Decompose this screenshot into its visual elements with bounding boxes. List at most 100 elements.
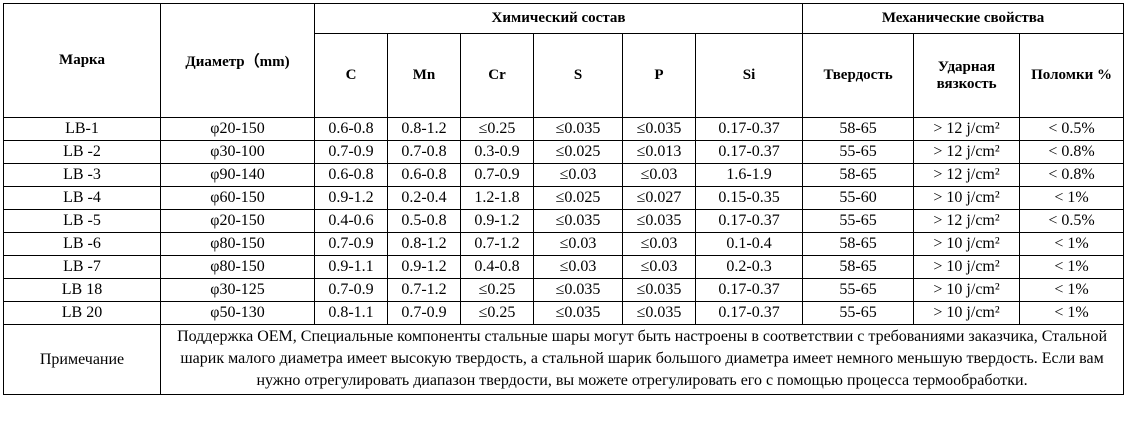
cell-hardness: 58-65 bbox=[802, 232, 915, 256]
cell-grade: LB -7 bbox=[3, 255, 161, 279]
table-row: LB -5 φ20-150 0.4-0.6 0.5-0.8 0.9-1.2 ≤0.035 ≤… bbox=[3, 209, 1125, 233]
cell-diameter: φ90-140 bbox=[160, 163, 315, 187]
note-text: Поддержка OEM, Специальные компоненты ст… bbox=[159, 324, 1125, 395]
header-chemical-composition: Химический состав bbox=[313, 3, 804, 34]
cell-hardness: 55-65 bbox=[802, 140, 915, 164]
cell-s: ≤0.025 bbox=[533, 140, 623, 164]
cell-mn: 0.9-1.2 bbox=[387, 255, 461, 279]
cell-diameter: φ80-150 bbox=[160, 232, 315, 256]
header-p: P bbox=[622, 33, 696, 118]
cell-impact: > 12 j/cm² bbox=[913, 117, 1021, 141]
cell-p: ≤0.027 bbox=[622, 186, 696, 210]
cell-s: ≤0.035 bbox=[533, 209, 623, 233]
note-label: Примечание bbox=[3, 324, 161, 395]
cell-hardness: 55-65 bbox=[802, 209, 915, 233]
table-row: LB -3 φ90-140 0.6-0.8 0.6-0.8 0.7-0.9 ≤0.03 ≤0… bbox=[3, 163, 1125, 187]
cell-breakage: < 1% bbox=[1019, 186, 1125, 210]
cell-c: 0.7-0.9 bbox=[314, 140, 388, 164]
cell-s: ≤0.035 bbox=[533, 301, 623, 325]
cell-si: 1.6-1.9 bbox=[694, 163, 804, 187]
table-footer: Примечание Поддержка OEM, Специальные ко… bbox=[3, 324, 1125, 395]
header-impact-line2: вязкость bbox=[936, 75, 997, 92]
header-impact-toughness: Ударная вязкость bbox=[913, 33, 1021, 118]
cell-si: 0.17-0.37 bbox=[694, 301, 804, 325]
cell-s: ≤0.025 bbox=[533, 186, 623, 210]
cell-mn: 0.6-0.8 bbox=[387, 163, 461, 187]
cell-impact: > 12 j/cm² bbox=[913, 209, 1021, 233]
cell-p: ≤0.035 bbox=[622, 117, 696, 141]
table-row: LB -2 φ30-100 0.7-0.9 0.7-0.8 0.3-0.9 ≤0.025 ≤… bbox=[3, 140, 1125, 164]
cell-mn: 0.8-1.2 bbox=[387, 232, 461, 256]
cell-mn: 0.7-1.2 bbox=[387, 278, 461, 302]
cell-impact: > 10 j/cm² bbox=[913, 255, 1021, 279]
cell-c: 0.6-0.8 bbox=[314, 163, 388, 187]
cell-si: 0.15-0.35 bbox=[694, 186, 804, 210]
cell-grade: LB -6 bbox=[3, 232, 161, 256]
cell-mn: 0.2-0.4 bbox=[387, 186, 461, 210]
cell-breakage: < 0.8% bbox=[1019, 163, 1125, 187]
cell-c: 0.8-1.1 bbox=[314, 301, 388, 325]
cell-p: ≤0.035 bbox=[622, 278, 696, 302]
header-mechanical-properties: Механические свойства bbox=[802, 3, 1125, 34]
header-breakage: Поломки % bbox=[1019, 33, 1125, 118]
cell-cr: 0.9-1.2 bbox=[460, 209, 534, 233]
table-row: LB-1 φ20-150 0.6-0.8 0.8-1.2 ≤0.25 ≤0.035 ≤0.0… bbox=[3, 117, 1125, 141]
cell-impact: > 10 j/cm² bbox=[913, 278, 1021, 302]
header-grade: Марка bbox=[3, 3, 161, 118]
cell-grade: LB -4 bbox=[3, 186, 161, 210]
cell-hardness: 55-60 bbox=[802, 186, 915, 210]
cell-si: 0.1-0.4 bbox=[694, 232, 804, 256]
cell-hardness: 58-65 bbox=[802, 255, 915, 279]
cell-si: 0.17-0.37 bbox=[694, 117, 804, 141]
cell-grade: LB 20 bbox=[3, 301, 161, 325]
cell-breakage: < 0.8% bbox=[1019, 140, 1125, 164]
cell-p: ≤0.03 bbox=[622, 232, 696, 256]
cell-diameter: φ50-130 bbox=[160, 301, 315, 325]
cell-mn: 0.5-0.8 bbox=[387, 209, 461, 233]
cell-breakage: < 1% bbox=[1019, 255, 1125, 279]
cell-s: ≤0.035 bbox=[533, 278, 623, 302]
cell-diameter: φ80-150 bbox=[160, 255, 315, 279]
header-hardness: Твердость bbox=[802, 33, 915, 118]
table-header: Марка Диаметр（mm) Химический состав Меха… bbox=[3, 3, 1125, 118]
cell-breakage: < 1% bbox=[1019, 301, 1125, 325]
table-row: LB 20 φ50-130 0.8-1.1 0.7-0.9 ≤0.25 ≤0.035 ≤0.… bbox=[3, 301, 1125, 325]
cell-grade: LB-1 bbox=[3, 117, 161, 141]
cell-hardness: 55-65 bbox=[802, 278, 915, 302]
table-body: LB-1 φ20-150 0.6-0.8 0.8-1.2 ≤0.25 ≤0.035 ≤0.0… bbox=[3, 117, 1125, 325]
header-impact-line1: Ударная bbox=[937, 58, 996, 75]
cell-breakage: < 0.5% bbox=[1019, 117, 1125, 141]
cell-hardness: 55-65 bbox=[802, 301, 915, 325]
cell-impact: > 10 j/cm² bbox=[913, 301, 1021, 325]
cell-mn: 0.7-0.9 bbox=[387, 301, 461, 325]
cell-cr: ≤0.25 bbox=[460, 117, 534, 141]
cell-c: 0.6-0.8 bbox=[314, 117, 388, 141]
cell-breakage: < 1% bbox=[1019, 278, 1125, 302]
cell-si: 0.2-0.3 bbox=[694, 255, 804, 279]
cell-grade: LB -5 bbox=[3, 209, 161, 233]
cell-p: ≤0.03 bbox=[622, 255, 696, 279]
cell-cr: 0.7-1.2 bbox=[460, 232, 534, 256]
cell-cr: 0.3-0.9 bbox=[460, 140, 534, 164]
cell-impact: > 12 j/cm² bbox=[913, 163, 1021, 187]
cell-c: 0.7-0.9 bbox=[314, 232, 388, 256]
cell-c: 0.4-0.6 bbox=[314, 209, 388, 233]
cell-p: ≤0.035 bbox=[622, 209, 696, 233]
cell-cr: ≤0.25 bbox=[460, 278, 534, 302]
header-c: C bbox=[314, 33, 388, 118]
cell-s: ≤0.03 bbox=[533, 232, 623, 256]
cell-grade: LB -2 bbox=[3, 140, 161, 164]
header-s: S bbox=[533, 33, 623, 118]
cell-cr: 0.7-0.9 bbox=[460, 163, 534, 187]
header-cr: Cr bbox=[460, 33, 534, 118]
cell-grade: LB 18 bbox=[3, 278, 161, 302]
cell-p: ≤0.03 bbox=[622, 163, 696, 187]
cell-p: ≤0.035 bbox=[622, 301, 696, 325]
cell-diameter: φ60-150 bbox=[160, 186, 315, 210]
cell-cr: ≤0.25 bbox=[460, 301, 534, 325]
cell-s: ≤0.03 bbox=[533, 255, 623, 279]
cell-s: ≤0.035 bbox=[533, 117, 623, 141]
table-row: LB -4 φ60-150 0.9-1.2 0.2-0.4 1.2-1.8 ≤0.025 ≤… bbox=[3, 186, 1125, 210]
header-si: Si bbox=[694, 33, 804, 118]
cell-c: 0.9-1.2 bbox=[314, 186, 388, 210]
